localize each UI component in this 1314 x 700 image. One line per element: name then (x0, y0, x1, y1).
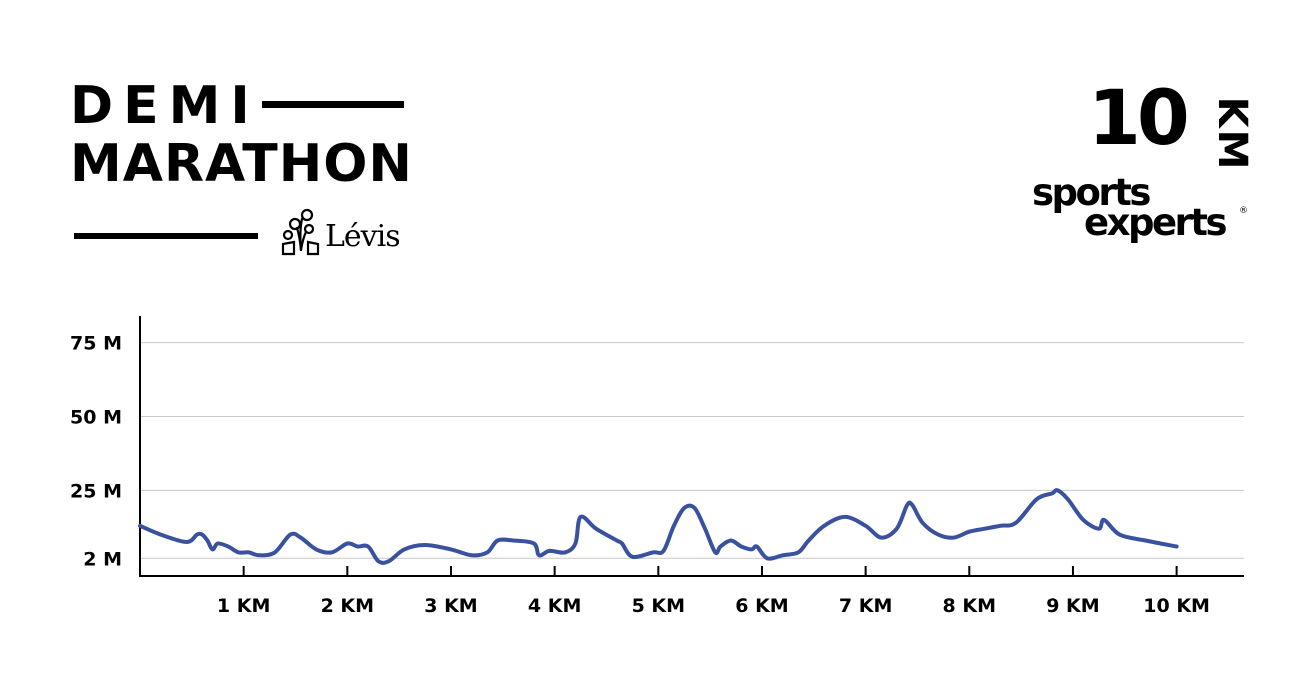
registered-mark: ® (1239, 206, 1248, 216)
x-tick-label-2: 3 KM (424, 595, 477, 617)
sponsor-word-1: sports (1032, 171, 1151, 214)
x-tick-label-0: 1 KM (217, 595, 270, 617)
distance-number: 10 (1088, 73, 1190, 162)
x-tick-label-6: 7 KM (839, 595, 892, 617)
title-rule-bottom (74, 233, 258, 239)
x-tick-label-8: 9 KM (1046, 595, 1099, 617)
sponsor-word-2: experts (1084, 201, 1228, 244)
x-tick-label-4: 5 KM (632, 595, 685, 617)
title-rule-top (262, 101, 404, 108)
x-tick-label-1: 2 KM (321, 595, 374, 617)
x-tick-label-7: 8 KM (943, 595, 996, 617)
x-tick-label-9: 10 KM (1143, 595, 1210, 617)
y-tick-label-1: 50 M (70, 406, 122, 428)
y-tick-label-2: 25 M (70, 480, 122, 502)
levis-emblem-icon (281, 208, 320, 256)
event-title-line2: MARATHON (70, 134, 413, 194)
distance-badge: 10 KM (1088, 73, 1255, 172)
x-tick-label-3: 4 KM (528, 595, 581, 617)
sponsor-logo: sports experts ® (1032, 172, 1252, 246)
x-tick-label-5: 6 KM (735, 595, 788, 617)
y-tick-label-3: 2 M (83, 548, 122, 570)
event-logo: DEMI MARATHON Lévis (70, 76, 413, 260)
y-tick-label-0: 75 M (70, 333, 122, 355)
city-name: Lévis (325, 219, 401, 254)
event-title-line1: DEMI (70, 76, 260, 136)
elevation-series-line (138, 488, 1179, 565)
